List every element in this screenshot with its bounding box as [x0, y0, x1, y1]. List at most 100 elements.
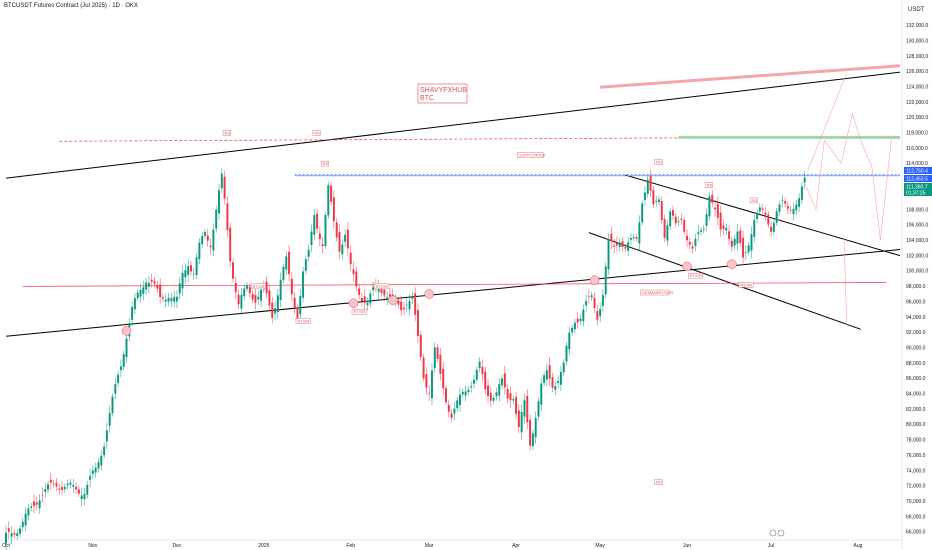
candle-body [579, 318, 582, 321]
candle-body [697, 232, 700, 235]
x-tick-label: Dec [172, 543, 181, 549]
candle-body [688, 241, 691, 245]
candle-body [456, 400, 459, 409]
candle-body [613, 245, 616, 247]
drawing-lines [5, 64, 901, 337]
candle-body [557, 381, 560, 383]
candle-body [234, 282, 237, 293]
down-channel-lower-line [588, 232, 861, 330]
candle-body [464, 391, 467, 396]
touch-point-marker [682, 261, 692, 272]
candle-body [795, 204, 798, 211]
x-tick-label: Jun [683, 543, 691, 549]
candle-body [327, 185, 330, 216]
y-tick-label: 84,000.0 [906, 392, 926, 398]
annotation-label: RT/SR [297, 318, 309, 323]
candle-body [167, 297, 170, 302]
candle-body [506, 389, 509, 399]
candle-body [638, 222, 641, 244]
candle-body [700, 230, 703, 232]
candle-body [33, 501, 36, 507]
candle-body [80, 495, 83, 500]
candle-body [531, 433, 534, 447]
candle-body [431, 370, 433, 399]
candle-body [91, 470, 94, 474]
watermark-line1: SHAVYFXHUB [420, 87, 467, 94]
candle-body [83, 493, 86, 500]
candle-body [240, 294, 243, 309]
candle-body [658, 199, 660, 203]
candle-body [153, 280, 156, 284]
candle-body [279, 279, 282, 301]
y-tick-label: 108,000.0 [906, 207, 928, 213]
candle-body [705, 214, 708, 226]
annotation-box [749, 197, 758, 204]
candle-body [114, 384, 117, 394]
candle-body [601, 295, 604, 306]
candle-body [739, 230, 742, 243]
candle-body [257, 296, 260, 300]
projection-polyline [804, 112, 892, 241]
candle-body [568, 332, 571, 350]
y-tick-label: 96,000.0 [906, 299, 926, 305]
y-axis: 66,000.0 68,000.0 70,000.0 72,000.0 74,000.0… [906, 23, 928, 536]
candle-body [571, 327, 574, 333]
candle-body [411, 297, 414, 299]
candle-body [13, 532, 16, 535]
candle-body [596, 311, 599, 320]
candle-body [147, 283, 150, 287]
candle-body [237, 294, 240, 305]
candle-body [290, 278, 293, 295]
candle-body [445, 388, 447, 403]
candle-body [358, 288, 361, 295]
candle-body [201, 235, 204, 245]
candle-body [428, 392, 431, 394]
candle-body [268, 290, 271, 306]
candle-body [218, 190, 220, 214]
candle-body [447, 404, 450, 412]
candle-body [716, 204, 719, 218]
candle-body [453, 408, 456, 414]
candle-body [63, 486, 66, 490]
candle-body [515, 396, 518, 414]
candle-body [271, 302, 274, 318]
candle-body [260, 289, 263, 301]
candle-body [380, 286, 383, 293]
candle-body [19, 528, 21, 534]
y-tick-label: 126,000.0 [906, 69, 928, 75]
candle-body [69, 482, 72, 485]
candle-body [265, 281, 268, 294]
candle-body [481, 366, 484, 375]
candle-body [632, 237, 635, 239]
y-tick-label: 124,000.0 [906, 84, 928, 90]
candle-body [310, 231, 313, 245]
candle-body [733, 238, 736, 246]
candle-body [770, 226, 773, 232]
candle-body [722, 225, 725, 230]
candle-body [708, 196, 711, 217]
annotation-label: RT/SR [253, 284, 265, 289]
candle-body [215, 209, 218, 229]
candle-body [503, 373, 506, 388]
candle-body [719, 212, 722, 230]
candle-body [386, 297, 389, 300]
candle-body [58, 488, 61, 490]
candle-body [77, 489, 80, 494]
candle-body [587, 295, 590, 297]
annotation-box [295, 318, 311, 324]
candle-body [316, 213, 319, 229]
replay-icon[interactable] [769, 529, 785, 537]
candle-body [173, 296, 176, 302]
candle-body [459, 394, 461, 406]
y-tick-label: 104,000.0 [906, 238, 928, 244]
watermark-box: SHAVYFXHUB BTC [417, 83, 468, 104]
annotation-box [654, 159, 663, 165]
candle-body [615, 242, 618, 246]
candle-body [377, 287, 380, 292]
candle-body [761, 208, 764, 210]
candle-body [573, 322, 576, 330]
candle-body [442, 368, 445, 389]
y-tick-label: 66,000.0 [906, 530, 926, 536]
candle-body [372, 287, 375, 291]
